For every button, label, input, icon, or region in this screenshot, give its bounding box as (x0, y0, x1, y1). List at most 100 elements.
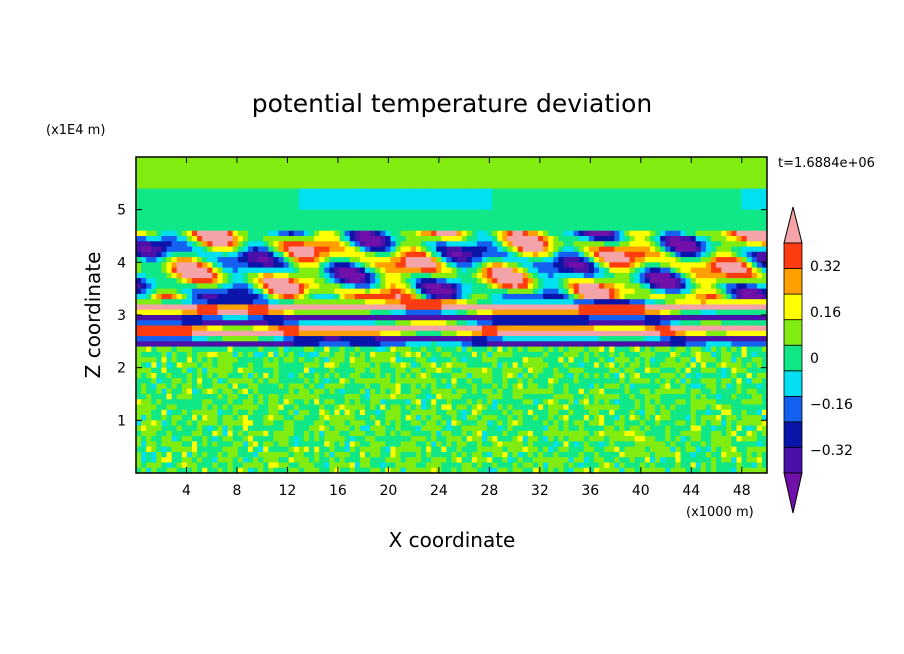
field-cell (298, 293, 305, 300)
field-cell (212, 262, 219, 269)
field-cell (563, 167, 570, 174)
field-cell (649, 188, 656, 195)
field-cell (746, 267, 753, 274)
field-cell (609, 225, 615, 232)
field-cell (593, 320, 600, 327)
field-cell (298, 330, 305, 337)
field-cell (583, 162, 590, 169)
field-cell (207, 362, 213, 369)
field-cell (161, 209, 168, 216)
field-cell (385, 293, 392, 300)
field-cell (237, 225, 244, 232)
field-cell (410, 204, 417, 211)
field-cell (268, 362, 274, 369)
field-cell (426, 299, 432, 306)
field-cell (212, 283, 219, 290)
field-cell (151, 178, 157, 184)
field-cell (670, 357, 676, 363)
field-cell (151, 262, 157, 269)
field-cell (253, 283, 259, 290)
field-cell (675, 278, 682, 284)
field-cell (471, 293, 478, 300)
field-cell (522, 236, 529, 242)
field-cell (191, 293, 198, 300)
field-cell (629, 183, 636, 190)
field-cell (268, 167, 274, 174)
field-cell (471, 225, 478, 232)
field-cell (461, 262, 468, 269)
field-cell (278, 341, 285, 348)
field-cell (736, 362, 743, 369)
field-cell (364, 267, 371, 274)
field-cell (324, 230, 330, 237)
field-cell (258, 209, 264, 216)
field-cell (578, 346, 585, 353)
field-cell (390, 183, 397, 190)
field-cell (700, 209, 707, 216)
field-cell (711, 315, 717, 321)
field-cell (298, 230, 305, 237)
field-cell (166, 304, 173, 311)
field-cell (456, 188, 463, 195)
field-cell (395, 299, 402, 306)
field-cell (705, 257, 712, 263)
field-cell (599, 251, 605, 258)
field-cell (156, 336, 163, 342)
field-cell (482, 257, 488, 263)
field-cell (614, 351, 621, 358)
field-cell (247, 283, 254, 290)
field-cell (456, 304, 463, 311)
field-cell (263, 336, 269, 342)
field-cell (532, 172, 539, 179)
field-cell (359, 293, 366, 300)
field-cell (619, 267, 626, 274)
field-cell (288, 262, 295, 269)
field-cell (395, 230, 402, 237)
field-cell (405, 199, 412, 205)
field-cell (655, 346, 661, 353)
field-cell (364, 336, 371, 342)
field-cell (176, 183, 183, 190)
field-cell (217, 304, 224, 311)
field-cell (660, 183, 666, 190)
field-cell (329, 236, 336, 242)
field-cell (573, 299, 580, 306)
field-cell (436, 315, 442, 321)
field-cell (141, 346, 147, 353)
field-cell (176, 346, 183, 353)
field-cell (426, 330, 432, 337)
field-cell (186, 214, 193, 221)
field-cell (166, 341, 173, 348)
field-cell (639, 309, 646, 316)
field-cell (466, 267, 473, 274)
field-cell (690, 293, 697, 300)
field-cell (619, 341, 626, 348)
field-cell (517, 341, 524, 348)
field-cell (543, 341, 549, 348)
field-cell (614, 325, 621, 332)
field-cell (476, 309, 483, 316)
field-cell (680, 172, 687, 179)
field-cell (258, 230, 264, 237)
field-cell (375, 267, 381, 274)
field-cell (339, 204, 346, 211)
field-cell (171, 230, 178, 237)
field-cell (593, 257, 600, 263)
field-cell (171, 267, 178, 274)
field-cell (700, 351, 707, 358)
field-cell (207, 330, 213, 337)
field-cell (253, 299, 259, 306)
field-cell (141, 172, 147, 179)
field-cell (370, 357, 376, 363)
field-cell (258, 157, 264, 163)
field-cell (303, 346, 310, 353)
field-cell (420, 351, 427, 358)
field-cell (431, 193, 437, 200)
field-cell (700, 251, 707, 258)
field-cell (593, 272, 600, 279)
field-cell (466, 183, 473, 190)
field-cell (644, 320, 651, 327)
field-cell (573, 267, 580, 274)
field-cell (390, 188, 397, 195)
field-cell (141, 304, 147, 311)
